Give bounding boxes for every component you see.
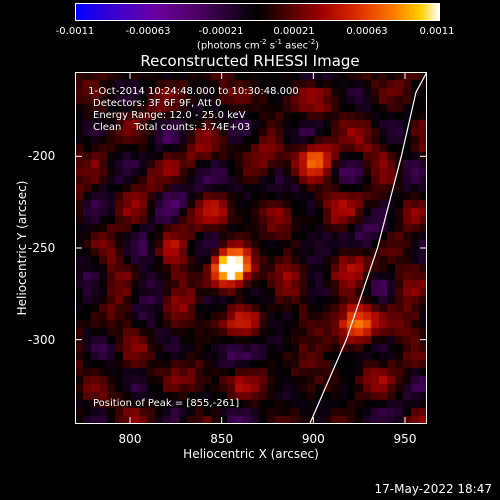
annotation-time-range: 1-Oct-2014 10:24:48.000 to 10:30:48.000 <box>85 86 299 97</box>
chart-title: Reconstructed RHESSI Image <box>140 52 360 70</box>
colorbar-tick-label: -0.0011 <box>55 26 95 37</box>
annotation-peak-position: Position of Peak = [855,-261] <box>93 398 240 409</box>
x-tick-label: 950 <box>393 432 417 446</box>
colorbar-units: (photons cm-2 s-1 asec-2) <box>196 38 320 52</box>
colorbar-tick-label: 0.00021 <box>273 26 315 37</box>
solar-limb-line <box>309 72 427 424</box>
y-tick-label: -250 <box>28 241 56 255</box>
y-tick-label: -300 <box>28 332 56 347</box>
colorbar-tick-label: 0.0011 <box>419 26 455 37</box>
solar-limb-curve <box>309 72 427 424</box>
colorbar-tick-label: -0.00021 <box>198 26 244 37</box>
x-tick-label: 850 <box>210 432 234 446</box>
heatmap-image <box>75 72 427 424</box>
annotation-energy-range: Energy Range: 12.0 - 25.0 keV <box>93 110 246 121</box>
annotation-detectors: Detectors: 3F 6F 9F, Att 0 <box>93 98 222 109</box>
y-tick-label: -200 <box>28 149 56 164</box>
y-axis-label: Heliocentric Y (arcsec) <box>15 180 29 316</box>
annotation-clean-counts: Clean Total counts: 3.74E+03 <box>93 122 251 133</box>
x-tick-label: 800 <box>118 432 142 446</box>
image-plot-area: 1-Oct-2014 10:24:48.000 to 10:30:48.000 … <box>75 72 427 424</box>
colorbar-tick-label: 0.00063 <box>346 26 388 37</box>
colorbar-tick-label: -0.00063 <box>125 26 171 37</box>
x-axis-label: Heliocentric X (arcsec) <box>183 447 319 461</box>
colorbar <box>75 3 440 21</box>
x-tick-label: 900 <box>301 432 325 446</box>
plot-timestamp: 17-May-2022 18:47 <box>374 482 492 496</box>
colorbar-gradient <box>76 4 439 20</box>
